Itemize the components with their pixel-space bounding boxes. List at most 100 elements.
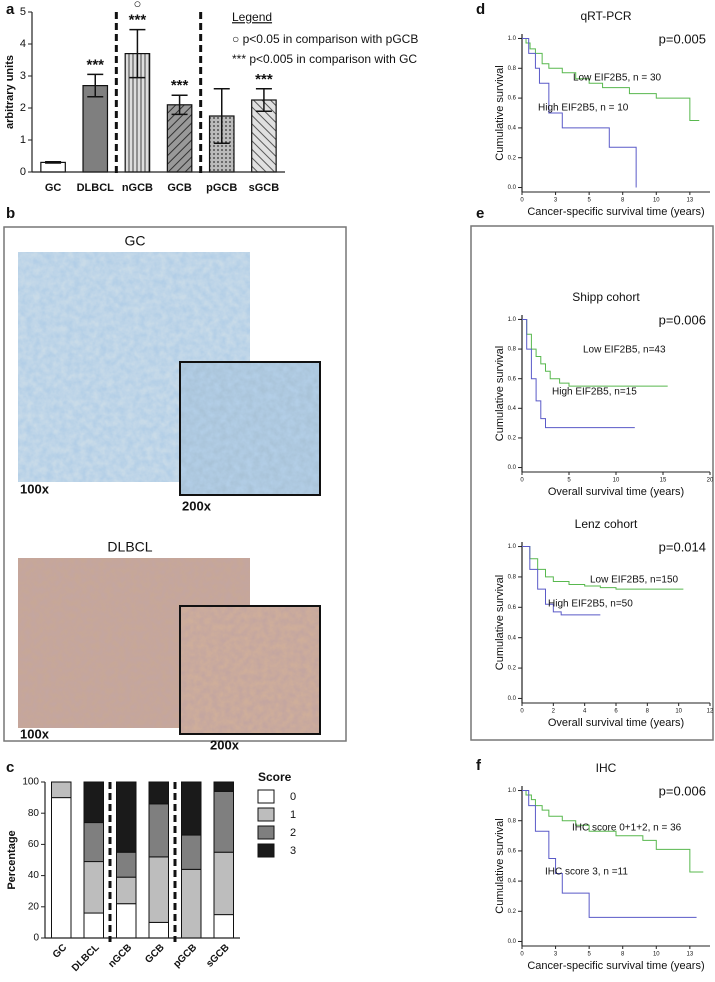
x-tick-label: 0	[520, 952, 524, 958]
y-tick-label: 0.8	[508, 66, 517, 72]
x-tick-label: 8	[646, 709, 650, 715]
bar-segment	[116, 781, 137, 853]
x-tick-label: 10	[653, 952, 660, 958]
y-tick-label: 0.4	[508, 635, 517, 641]
y-axis-label: Percentage	[6, 830, 18, 889]
y-tick-label: 0.8	[508, 575, 517, 581]
p-value: p=0.006	[659, 783, 706, 798]
x-tick-label: GC	[51, 942, 69, 960]
series-label: Low EIF2B5, n = 30	[573, 73, 662, 84]
x-axis-label: Overall survival time (years)	[548, 486, 684, 498]
bar-segment	[51, 781, 72, 799]
x-tick-label: 8	[621, 198, 625, 204]
y-tick-label: 0.6	[508, 848, 517, 854]
bar-segment	[181, 834, 202, 870]
y-tick-label: 80	[28, 808, 40, 819]
bar-segment	[51, 797, 72, 939]
x-axis-label: Cancer-specific survival time (years)	[527, 960, 704, 972]
bar	[40, 161, 66, 173]
bar-segment	[83, 912, 104, 939]
x-tick-label: pGCB	[171, 942, 199, 970]
y-tick-label: 0.0	[508, 939, 517, 945]
y-tick-label: 0.4	[508, 125, 517, 131]
chart-title: Shipp cohort	[572, 290, 640, 304]
bar	[166, 104, 193, 173]
bar-segment	[181, 781, 202, 836]
bar-segment	[83, 781, 104, 824]
bar-segment	[116, 903, 137, 939]
y-tick-label: 0.0	[508, 696, 517, 702]
p-value: p=0.014	[659, 539, 706, 554]
y-tick-label: 1.0	[508, 544, 517, 550]
legend-entry: ○ p<0.05 in comparison with pGCB	[232, 32, 418, 46]
x-tick-label: 5	[587, 198, 591, 204]
significance: ***	[86, 56, 104, 73]
panel-label: f	[476, 757, 482, 774]
x-tick-label: 0	[520, 198, 524, 204]
y-tick-label: 2	[20, 102, 26, 114]
bar-segment	[148, 803, 169, 858]
y-tick-label: 0.6	[508, 96, 517, 102]
bar-segment	[116, 876, 137, 905]
x-tick-label: 10	[613, 478, 620, 484]
significance: ***	[129, 12, 147, 29]
y-tick-label: 1.0	[508, 788, 517, 794]
panel-frame	[3, 226, 347, 742]
y-tick-label: 40	[28, 870, 40, 881]
panel-label: c	[6, 759, 14, 776]
legend-entry: 0	[290, 791, 296, 803]
bar	[82, 84, 109, 173]
bar-segment	[83, 822, 104, 863]
x-tick-label: DLBCL	[77, 182, 115, 194]
y-tick-label: 5	[20, 6, 26, 18]
series-label: High EIF2B5, n = 10	[538, 103, 629, 114]
legend-entry: *** p<0.005 in comparison with GC	[232, 52, 417, 66]
p-value: p=0.005	[659, 31, 706, 46]
chart-title: qRT-PCR	[580, 9, 631, 23]
legend-entry: 3	[290, 845, 296, 857]
magnification: 200x	[210, 737, 240, 752]
x-tick-label: 6	[614, 709, 618, 715]
y-tick-label: 4	[20, 38, 26, 50]
x-tick-label: nGCB	[106, 942, 134, 970]
image-title: DLBCL	[107, 539, 152, 555]
bar-segment	[213, 790, 234, 853]
x-tick-label: 5	[567, 478, 571, 484]
y-tick-label: 0.8	[508, 818, 517, 824]
x-tick-label: 4	[583, 709, 587, 715]
survival-curve	[522, 546, 684, 590]
legend-title: Score	[258, 770, 292, 784]
x-tick-label: 3	[554, 198, 558, 204]
series-label: IHC score 0+1+2, n = 36	[572, 823, 682, 834]
x-tick-label: 13	[687, 198, 694, 204]
x-tick-label: 3	[554, 952, 558, 958]
panel-label: e	[476, 205, 484, 222]
significance: ***	[171, 77, 189, 94]
survival-curve	[522, 318, 668, 387]
legend-swatch	[257, 825, 275, 840]
bar-segment	[116, 851, 137, 878]
legend-entry: 1	[290, 809, 296, 821]
survival-curve	[522, 790, 697, 918]
y-tick-label: 0.2	[508, 909, 517, 915]
x-tick-label: GC	[45, 182, 62, 194]
bar-segment	[148, 921, 169, 939]
y-tick-label: 0.6	[508, 376, 517, 382]
bar-segment	[213, 851, 234, 916]
panel-label: a	[6, 1, 15, 18]
chart-title: IHC	[596, 761, 617, 775]
y-tick-label: 0.4	[508, 879, 517, 885]
series-label: Low EIF2B5, n=150	[590, 575, 679, 586]
y-tick-label: 100	[22, 777, 39, 788]
x-tick-label: 15	[660, 478, 667, 484]
image-title: GC	[125, 233, 146, 249]
x-tick-label: 0	[520, 709, 524, 715]
y-tick-label: 20	[28, 901, 40, 912]
magnification: 100x	[20, 481, 50, 496]
legend-swatch	[257, 843, 275, 858]
y-tick-label: 1.0	[508, 36, 517, 42]
magnification: 200x	[182, 498, 212, 513]
x-tick-label: pGCB	[206, 182, 237, 194]
x-tick-label: 10	[675, 709, 682, 715]
